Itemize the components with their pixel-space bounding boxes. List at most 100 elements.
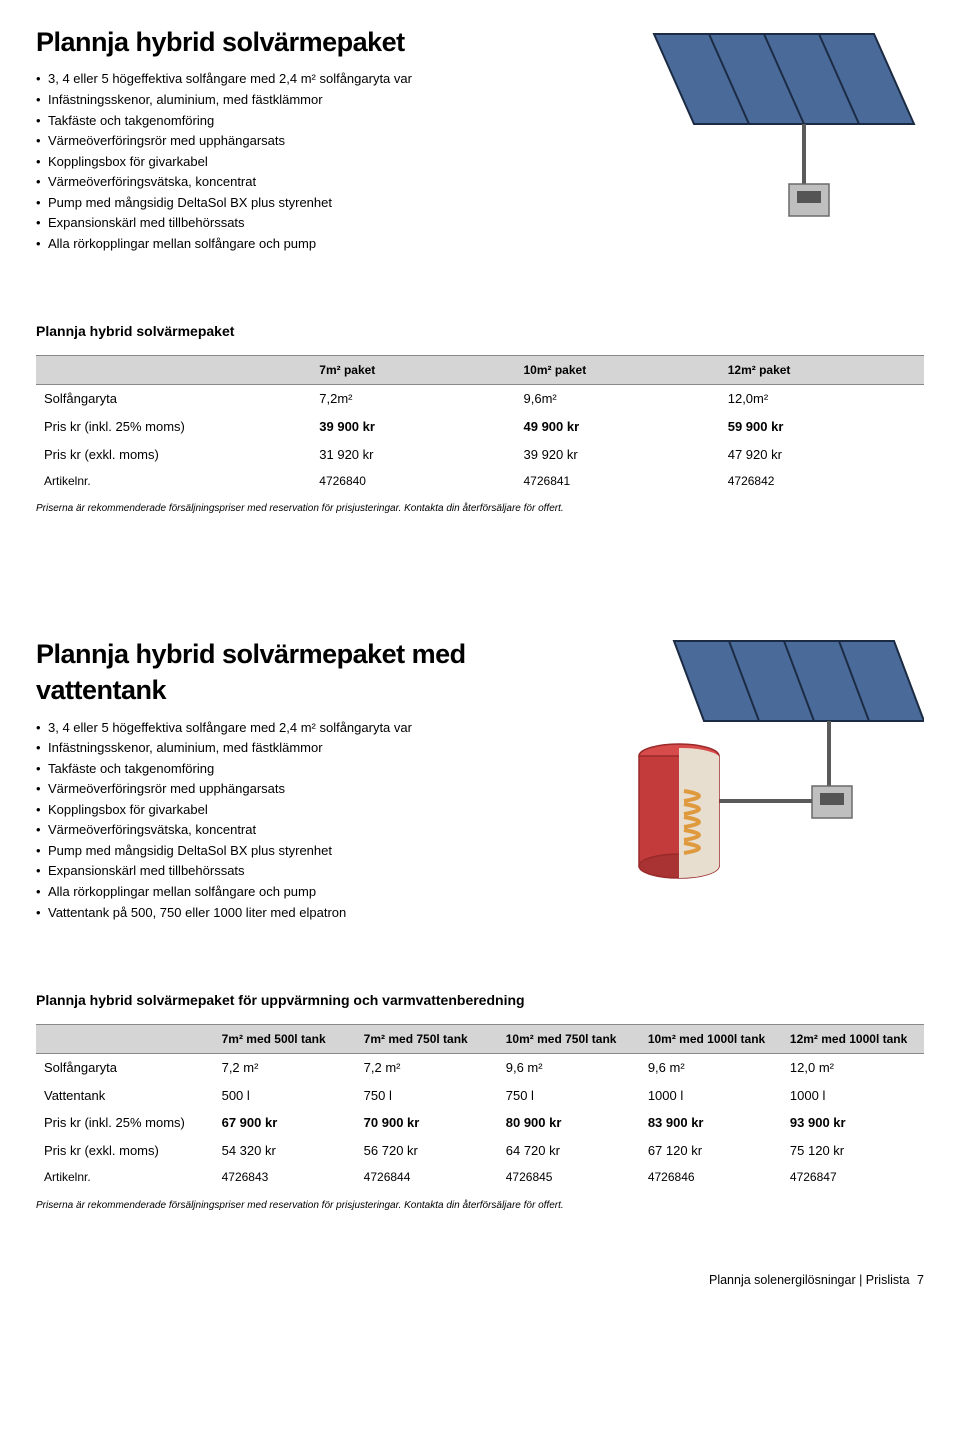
cell-label: Solfångaryta: [36, 1054, 214, 1082]
spacer: [36, 516, 924, 636]
table-row: Pris kr (exkl. moms) 31 920 kr 39 920 kr…: [36, 441, 924, 469]
table1-col0: [36, 356, 311, 385]
solar-panel-illustration-icon: [614, 24, 924, 234]
cell: 12,0 m²: [782, 1054, 924, 1082]
section1-bullets: 3, 4 eller 5 högeffektiva solfångare med…: [36, 70, 576, 252]
cell-label: Solfångaryta: [36, 385, 311, 413]
cell: 9,6 m²: [498, 1054, 640, 1082]
bullet-item: Kopplingsbox för givarkabel: [36, 801, 576, 819]
table1-title: Plannja hybrid solvärmepaket: [36, 322, 924, 341]
bullet-item: 3, 4 eller 5 högeffektiva solfångare med…: [36, 719, 576, 737]
section2-illustration: [604, 636, 924, 886]
table-row: Solfångaryta 7,2 m² 7,2 m² 9,6 m² 9,6 m²…: [36, 1054, 924, 1082]
cell: 7,2 m²: [356, 1054, 498, 1082]
cell: 7,2m²: [311, 385, 515, 413]
table2-col3: 10m² med 750l tank: [498, 1025, 640, 1054]
cell: 9,6m²: [516, 385, 720, 413]
table1-head: 7m² paket 10m² paket 12m² paket: [36, 356, 924, 385]
cell: 83 900 kr: [640, 1109, 782, 1137]
table-row: Artikelnr. 4726840 4726841 4726842: [36, 468, 924, 494]
bullet-item: Alla rörkopplingar mellan solfångare och…: [36, 235, 576, 253]
table1-footnote: Priserna är rekommenderade försäljningsp…: [36, 502, 924, 516]
cell-label: Pris kr (inkl. 25% moms): [36, 413, 311, 441]
cell: 750 l: [356, 1082, 498, 1110]
table-row: Artikelnr. 4726843 4726844 4726845 47268…: [36, 1164, 924, 1190]
table-row: Pris kr (inkl. 25% moms) 67 900 kr 70 90…: [36, 1109, 924, 1137]
bullet-item: Alla rörkopplingar mellan solfångare och…: [36, 883, 576, 901]
table2-title: Plannja hybrid solvärmepaket för uppvärm…: [36, 991, 924, 1010]
cell: 12,0m²: [720, 385, 924, 413]
bullet-item: Kopplingsbox för givarkabel: [36, 153, 576, 171]
cell: 750 l: [498, 1082, 640, 1110]
table2-col2: 7m² med 750l tank: [356, 1025, 498, 1054]
footer-text: Plannja solenergilösningar | Prislista: [709, 1273, 910, 1287]
section-hybrid: Plannja hybrid solvärmepaket 3, 4 eller …: [36, 24, 924, 282]
table1-col1: 7m² paket: [311, 356, 515, 385]
cell: 31 920 kr: [311, 441, 515, 469]
cell-label: Vattentank: [36, 1082, 214, 1110]
cell: 39 920 kr: [516, 441, 720, 469]
cell: 4726847: [782, 1164, 924, 1190]
cell: 75 120 kr: [782, 1137, 924, 1165]
cell: 56 720 kr: [356, 1137, 498, 1165]
section-hybrid-text: Plannja hybrid solvärmepaket 3, 4 eller …: [36, 24, 576, 282]
section-hybrid-tank: Plannja hybrid solvärmepaket med vattent…: [36, 636, 924, 951]
bullet-item: Värmeöverföringsrör med upphängarsats: [36, 780, 576, 798]
bullet-item: 3, 4 eller 5 högeffektiva solfångare med…: [36, 70, 576, 88]
cell: 4726843: [214, 1164, 356, 1190]
table2-col0: [36, 1025, 214, 1054]
table1-col2: 10m² paket: [516, 356, 720, 385]
cell: 39 900 kr: [311, 413, 515, 441]
cell: 49 900 kr: [516, 413, 720, 441]
bullet-item: Pump med mångsidig DeltaSol BX plus styr…: [36, 194, 576, 212]
bullet-item: Expansionskärl med tillbehörssats: [36, 862, 576, 880]
section2-heading: Plannja hybrid solvärmepaket med vattent…: [36, 636, 576, 709]
footer-page-number: 7: [917, 1273, 924, 1287]
cell: 7,2 m²: [214, 1054, 356, 1082]
table1-body: Solfångaryta 7,2m² 9,6m² 12,0m² Pris kr …: [36, 385, 924, 494]
cell: 4726840: [311, 468, 515, 494]
cell: 80 900 kr: [498, 1109, 640, 1137]
bullet-item: Expansionskärl med tillbehörssats: [36, 214, 576, 232]
bullet-item: Vattentank på 500, 750 eller 1000 liter …: [36, 904, 576, 922]
page-footer: Plannja solenergilösningar | Prislista 7: [36, 1272, 924, 1289]
cell: 1000 l: [782, 1082, 924, 1110]
cell-label: Artikelnr.: [36, 468, 311, 494]
solar-panel-with-tank-illustration-icon: [604, 636, 924, 886]
table2-footnote: Priserna är rekommenderade försäljningsp…: [36, 1199, 924, 1213]
cell: 64 720 kr: [498, 1137, 640, 1165]
cell: 47 920 kr: [720, 441, 924, 469]
section2-text: Plannja hybrid solvärmepaket med vattent…: [36, 636, 576, 951]
table1-col3: 12m² paket: [720, 356, 924, 385]
table-row: Pris kr (exkl. moms) 54 320 kr 56 720 kr…: [36, 1137, 924, 1165]
cell: 4726842: [720, 468, 924, 494]
section1-illustration: [614, 24, 924, 234]
table2-head: 7m² med 500l tank 7m² med 750l tank 10m²…: [36, 1025, 924, 1054]
cell: 1000 l: [640, 1082, 782, 1110]
cell: 9,6 m²: [640, 1054, 782, 1082]
bullet-item: Takfäste och takgenomföring: [36, 112, 576, 130]
table1: 7m² paket 10m² paket 12m² paket Solfånga…: [36, 355, 924, 494]
table-row: Vattentank 500 l 750 l 750 l 1000 l 1000…: [36, 1082, 924, 1110]
section1-heading: Plannja hybrid solvärmepaket: [36, 24, 576, 60]
bullet-item: Takfäste och takgenomföring: [36, 760, 576, 778]
cell: 93 900 kr: [782, 1109, 924, 1137]
bullet-item: Infästningsskenor, aluminium, med fästkl…: [36, 91, 576, 109]
bullet-item: Infästningsskenor, aluminium, med fästkl…: [36, 739, 576, 757]
table-row: Solfångaryta 7,2m² 9,6m² 12,0m²: [36, 385, 924, 413]
bullet-item: Värmeöverföringsrör med upphängarsats: [36, 132, 576, 150]
cell-label: Pris kr (exkl. moms): [36, 441, 311, 469]
table2-col4: 10m² med 1000l tank: [640, 1025, 782, 1054]
cell: 67 120 kr: [640, 1137, 782, 1165]
cell: 4726846: [640, 1164, 782, 1190]
cell: 4726845: [498, 1164, 640, 1190]
table2-body: Solfångaryta 7,2 m² 7,2 m² 9,6 m² 9,6 m²…: [36, 1054, 924, 1191]
cell-label: Pris kr (exkl. moms): [36, 1137, 214, 1165]
table-row: Pris kr (inkl. 25% moms) 39 900 kr 49 90…: [36, 413, 924, 441]
cell: 54 320 kr: [214, 1137, 356, 1165]
cell: 67 900 kr: [214, 1109, 356, 1137]
table2-col5: 12m² med 1000l tank: [782, 1025, 924, 1054]
bullet-item: Värmeöverföringsvätska, koncentrat: [36, 821, 576, 839]
cell-label: Artikelnr.: [36, 1164, 214, 1190]
cell: 4726841: [516, 468, 720, 494]
